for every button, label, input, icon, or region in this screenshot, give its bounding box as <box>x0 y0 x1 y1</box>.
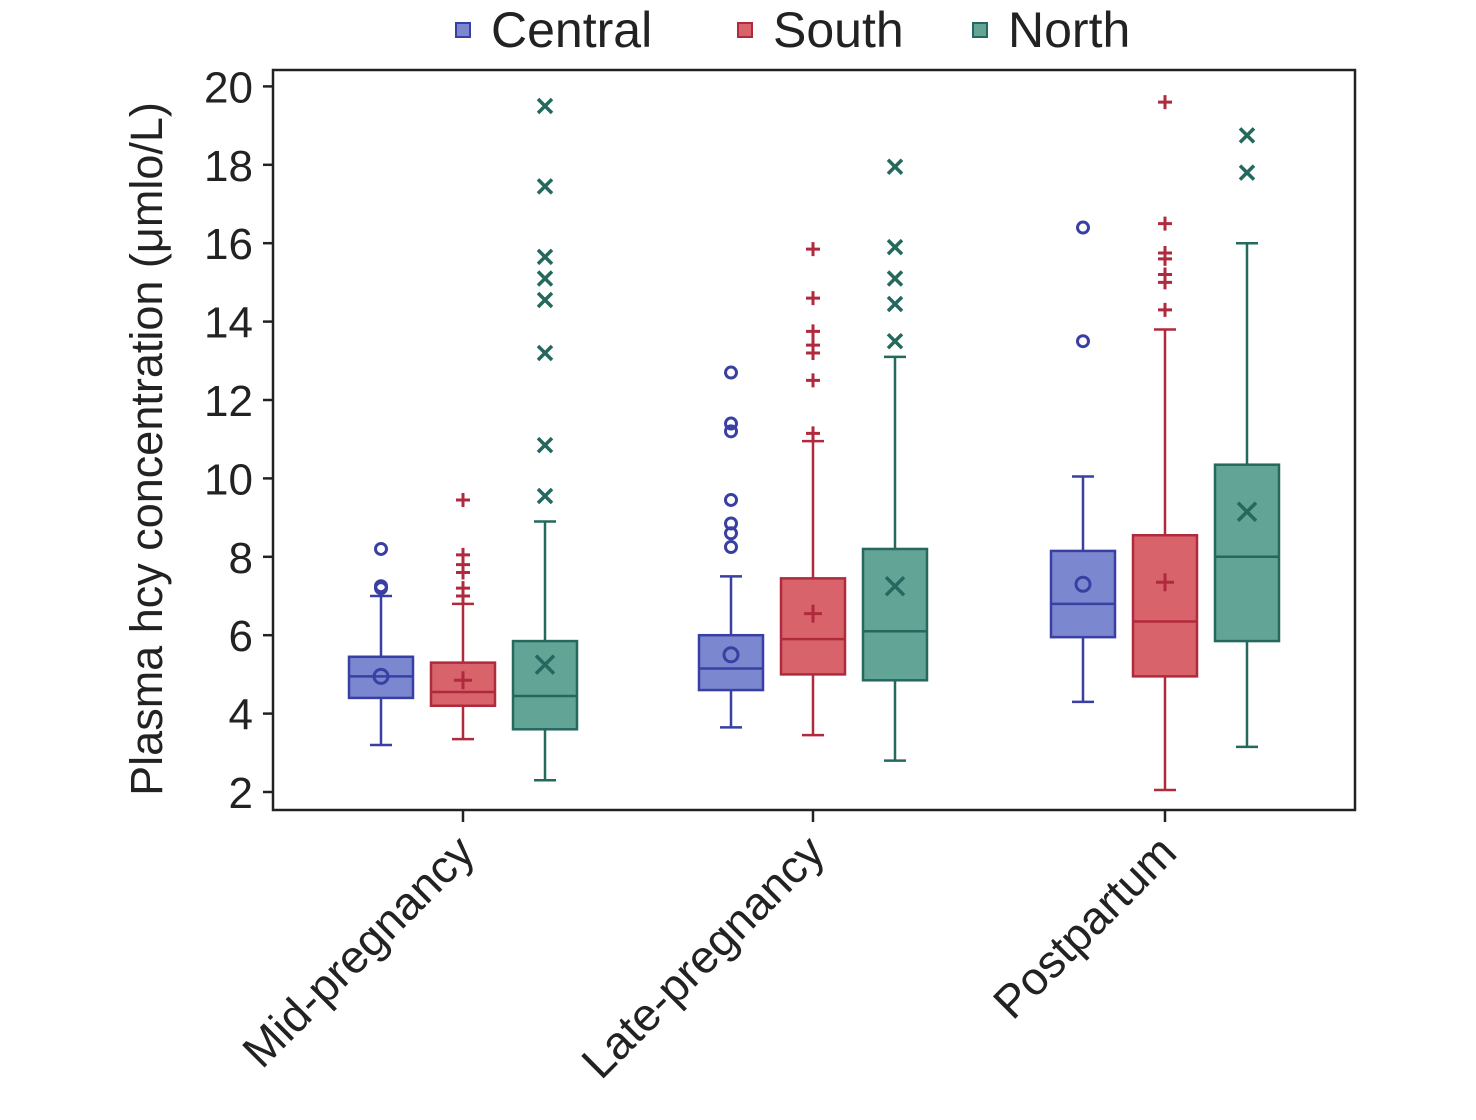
outlier-point <box>886 238 904 256</box>
iqr-box <box>511 639 579 731</box>
mean-marker <box>1156 573 1174 592</box>
mean-marker <box>1236 501 1258 522</box>
outlier-point <box>1076 220 1090 235</box>
outlier-point <box>724 540 738 554</box>
legend-item-south: South <box>737 2 904 58</box>
y-tick-label: 18 <box>204 142 253 191</box>
outlier-point <box>724 424 738 439</box>
mean-marker <box>1074 575 1092 593</box>
outlier-point <box>456 581 470 596</box>
outlier-point <box>1238 164 1256 181</box>
outlier-point <box>1238 127 1256 144</box>
iqr-box <box>1049 549 1117 639</box>
legend-swatch-south <box>737 22 753 38</box>
outlier-point <box>724 365 738 380</box>
y-tick-label: 6 <box>229 612 253 661</box>
outlier-point <box>536 436 554 454</box>
outlier-point <box>724 416 738 431</box>
outlier-point <box>806 426 820 441</box>
outlier-point <box>886 295 904 313</box>
iqr-box <box>1131 533 1199 678</box>
y-tick-label: 8 <box>229 534 253 583</box>
legend-label-central: Central <box>491 2 653 58</box>
y-tick-label: 12 <box>204 377 253 426</box>
mean-marker <box>372 667 390 685</box>
outlier-point <box>806 291 820 306</box>
y-tick-label: 14 <box>204 299 253 348</box>
outlier-point <box>886 332 904 350</box>
legend-label-north: North <box>1008 2 1131 58</box>
mean-marker <box>534 654 556 675</box>
y-tick-label: 16 <box>204 220 253 269</box>
outlier-point <box>724 492 738 507</box>
legend-swatch-north <box>972 22 988 38</box>
outlier-point <box>536 97 554 115</box>
legend: Central South North <box>0 2 1476 58</box>
outlier-point <box>536 248 554 266</box>
outlier-point <box>724 516 738 531</box>
iqr-box <box>779 577 847 676</box>
outlier-point <box>806 373 820 388</box>
mean-marker <box>884 575 906 597</box>
outlier-point <box>1076 334 1090 349</box>
outlier-point <box>886 270 904 287</box>
iqr-box <box>861 547 929 682</box>
plot-layer: 2 4 6 8 10 12 14 16 18 20 Mid-pregnancy Late-pregna… <box>204 63 1357 1088</box>
legend-item-north: North <box>972 2 1130 58</box>
outlier-point <box>886 158 904 175</box>
outlier-point <box>536 270 554 287</box>
mean-marker <box>804 604 822 623</box>
mean-marker <box>454 671 472 690</box>
x-tick-label: Postpartum <box>983 825 1186 1028</box>
outlier-point <box>806 324 820 339</box>
outlier-point <box>536 344 554 362</box>
outlier-point <box>456 492 470 507</box>
y-tick-label: 20 <box>204 63 253 112</box>
outlier-point <box>456 547 470 562</box>
y-tick-label: 10 <box>204 455 253 504</box>
outlier-point <box>536 178 554 195</box>
outlier-point <box>1158 267 1172 282</box>
outlier-point <box>806 338 820 353</box>
outlier-point <box>1158 95 1172 110</box>
outlier-point <box>536 487 554 505</box>
legend-item-central: Central <box>455 2 652 58</box>
legend-swatch-central <box>455 22 471 38</box>
legend-label-south: South <box>773 2 904 58</box>
outlier-point <box>374 541 388 556</box>
outlier-point <box>1158 246 1172 260</box>
outlier-point <box>806 242 820 257</box>
outlier-point <box>374 579 388 594</box>
x-tick-label: Late-pregnancy <box>571 825 834 1088</box>
mean-marker <box>722 646 740 664</box>
outlier-point <box>1158 302 1172 317</box>
outlier-point <box>536 291 554 309</box>
iqr-box <box>1213 463 1281 643</box>
y-axis-label: Plasma hcy concentration (μmlo/L) <box>121 102 172 796</box>
y-tick-label: 4 <box>229 691 253 740</box>
y-tick-label: 2 <box>229 769 253 818</box>
outlier-point <box>1158 216 1172 231</box>
x-tick-label: Mid-pregnancy <box>232 825 484 1077</box>
